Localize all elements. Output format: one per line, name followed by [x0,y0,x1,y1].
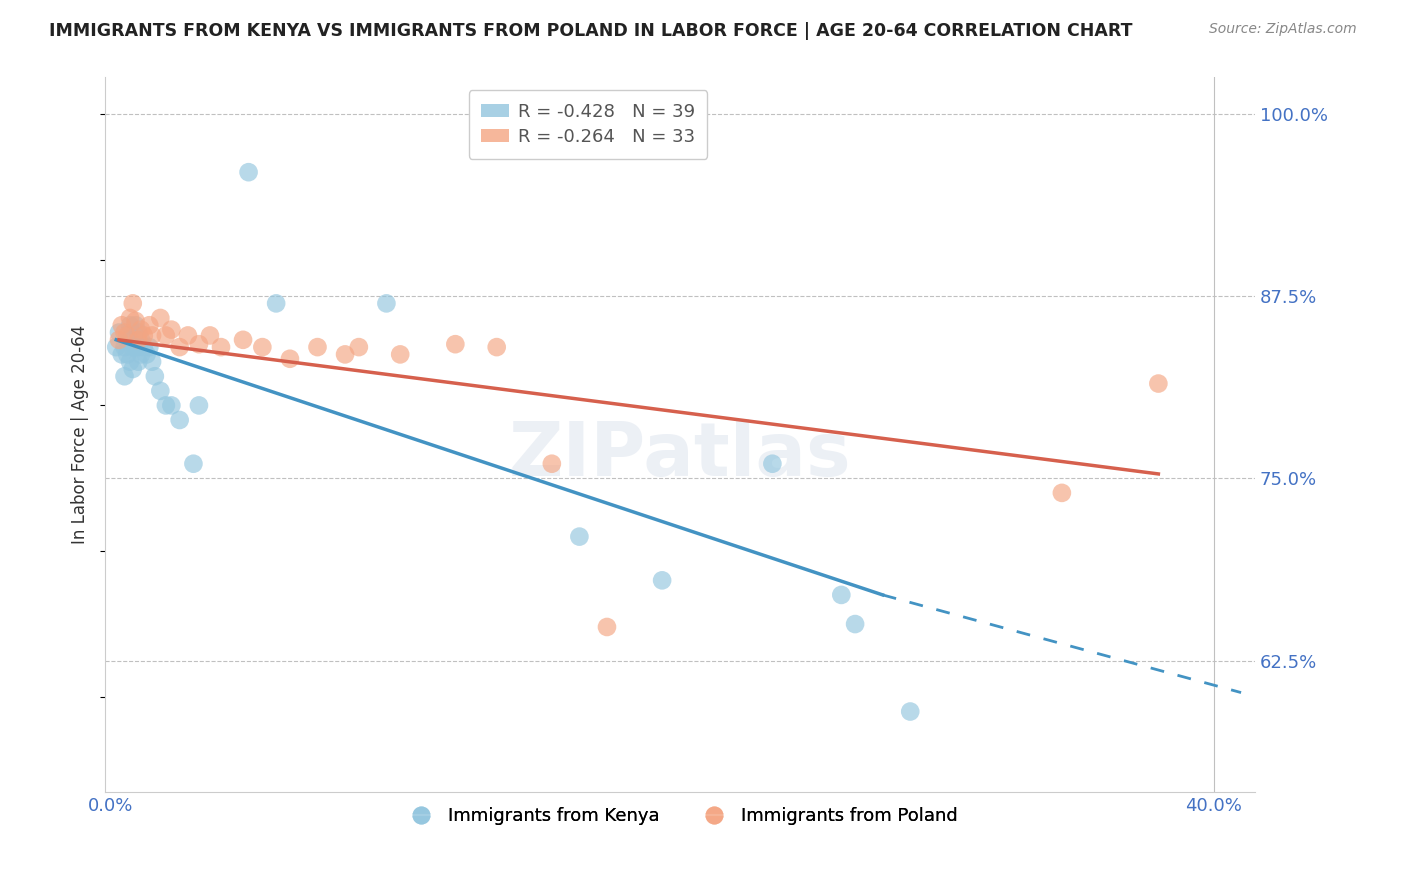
Point [108,333,131,347]
Point [127,333,149,347]
Point [121,296,143,310]
Point [127,340,149,354]
Point [111,318,134,333]
Point [160,399,183,413]
Point [117,347,139,361]
Point [198,328,221,343]
Point [124,340,146,354]
Point [375,296,398,310]
Text: IMMIGRANTS FROM KENYA VS IMMIGRANTS FROM POLAND IN LABOR FORCE | AGE 20-64 CORRE: IMMIGRANTS FROM KENYA VS IMMIGRANTS FROM… [49,22,1133,40]
Point [209,340,232,354]
Point [124,314,146,328]
Point [138,318,160,333]
Y-axis label: In Labor Force | Age 20-64: In Labor Force | Age 20-64 [72,325,89,544]
Point [264,296,287,310]
Point [188,337,211,351]
Point [169,340,191,354]
Point [844,617,866,632]
Point [232,333,254,347]
Point [596,620,619,634]
Point [129,333,152,347]
Point [761,457,783,471]
Point [238,165,260,179]
Point [444,337,467,351]
Point [651,574,673,588]
Point [278,351,301,366]
Point [138,340,160,354]
Point [117,333,139,347]
Point [183,457,205,471]
Point [127,326,149,340]
Point [347,340,370,354]
Legend: Immigrants from Kenya, Immigrants from Poland: Immigrants from Kenya, Immigrants from P… [395,800,965,832]
Point [252,340,274,354]
Point [129,347,152,361]
Point [169,413,191,427]
Point [155,399,177,413]
Point [121,362,143,376]
Point [108,326,131,340]
Text: ZIPatlas: ZIPatlas [509,419,852,492]
Point [160,323,183,337]
Point [149,310,172,325]
Point [485,340,508,354]
Point [129,323,152,337]
Point [132,328,155,343]
Point [177,328,200,343]
Point [1050,486,1073,500]
Point [114,369,136,384]
Point [188,399,211,413]
Point [143,369,166,384]
Point [389,347,412,361]
Point [141,354,163,368]
Point [105,340,128,354]
Point [149,384,172,398]
Point [568,530,591,544]
Point [132,340,155,354]
Point [141,328,163,343]
Point [898,705,921,719]
Point [118,333,141,347]
Point [114,326,136,340]
Point [111,347,134,361]
Point [121,340,143,354]
Point [117,328,139,343]
Text: Source: ZipAtlas.com: Source: ZipAtlas.com [1209,22,1357,37]
Point [118,310,141,325]
Point [127,354,149,368]
Point [307,340,329,354]
Point [540,457,562,471]
Point [124,318,146,333]
Point [118,354,141,368]
Point [830,588,852,602]
Point [155,328,177,343]
Point [135,347,157,361]
Point [114,340,136,354]
Point [1147,376,1170,391]
Point [118,318,141,333]
Point [333,347,356,361]
